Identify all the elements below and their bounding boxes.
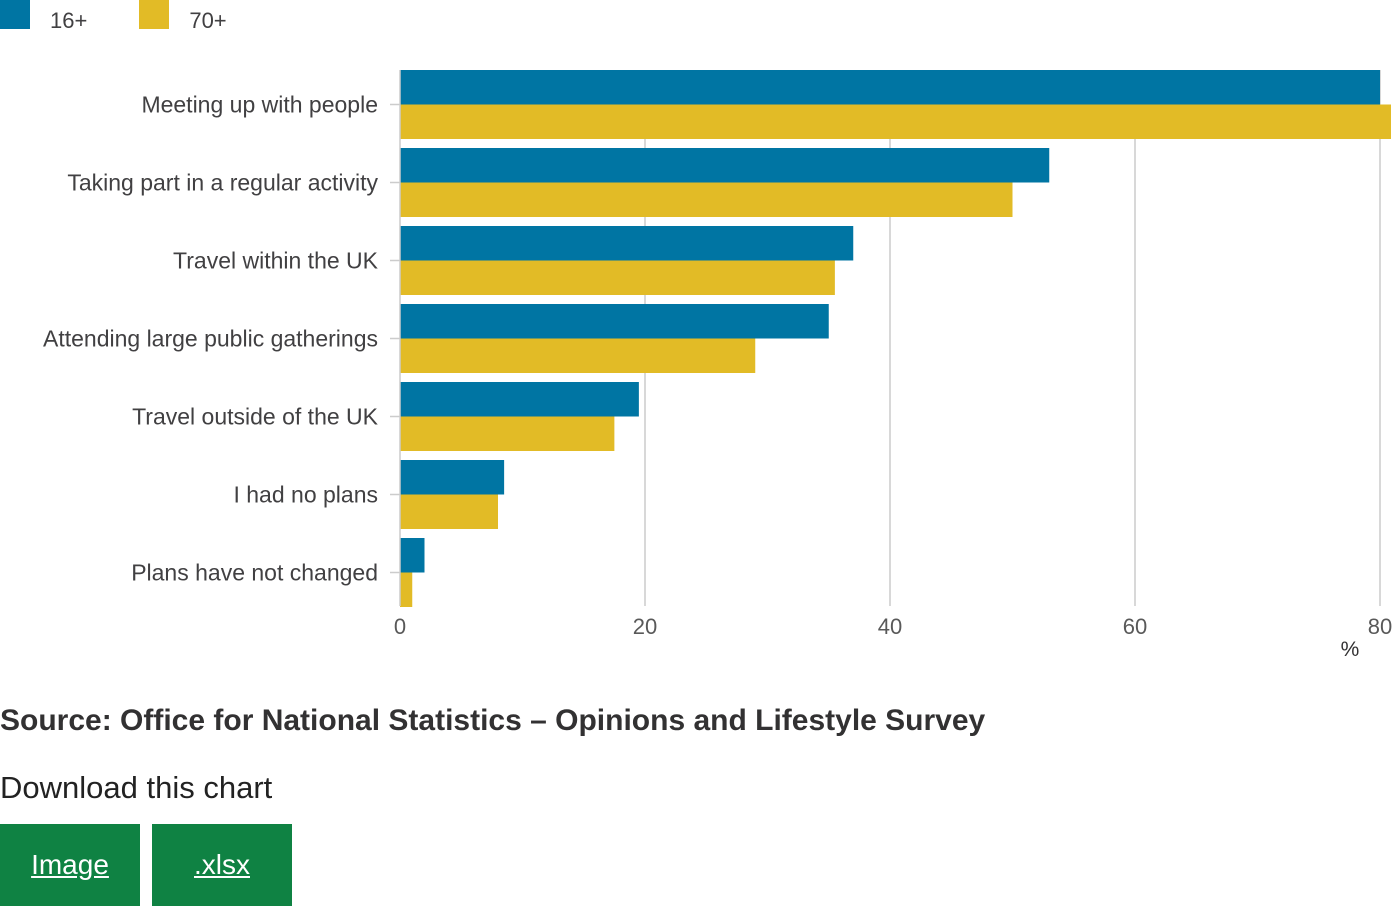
source-note: Source: Office for National Statistics –… [0,704,986,737]
download-heading: Download this chart [0,770,273,805]
bar [400,104,1391,139]
download-image-button[interactable]: Image [0,824,140,906]
legend-label-16plus: 16+ [50,8,88,33]
legend-label-70plus: 70+ [189,8,227,33]
legend-item-16plus: 16+ [0,0,87,32]
x-tick-label: 60 [1123,614,1147,639]
download-xlsx-button[interactable]: .xlsx [152,824,292,906]
bar [400,148,1050,183]
bar [400,304,829,339]
bar-chart: 0 20 40 60 80% Meeting up with people Taking p… [43,70,1392,661]
chart-legend: 16+ 70+ [0,0,279,40]
x-tick-label: 20 [633,614,657,639]
category-label: Plans have not changed [131,560,378,586]
x-tick-label: 40 [878,614,902,639]
bar [400,572,413,607]
legend-item-70plus: 70+ [139,0,227,33]
bar [400,226,854,261]
bar [400,70,1380,105]
category-label: Travel outside of the UK [132,404,379,430]
bar [400,382,639,417]
bar [400,460,505,495]
category-label: Attending large public gatherings [43,326,378,352]
bar [400,182,1013,217]
x-tick-label: 80 [1368,614,1392,639]
legend-swatch-16plus [0,0,30,29]
bar [400,338,756,373]
bar [400,260,835,295]
category-label: Taking part in a regular activity [67,170,378,196]
legend-swatch-70plus [139,0,170,29]
category-label: I had no plans [233,482,378,508]
category-label: Meeting up with people [141,92,378,118]
x-axis-label: % [1341,638,1360,661]
category-label: Travel within the UK [173,248,379,274]
x-tick-label: 0 [394,614,406,639]
bar [400,494,498,529]
bar [400,538,425,573]
bar [400,416,615,451]
